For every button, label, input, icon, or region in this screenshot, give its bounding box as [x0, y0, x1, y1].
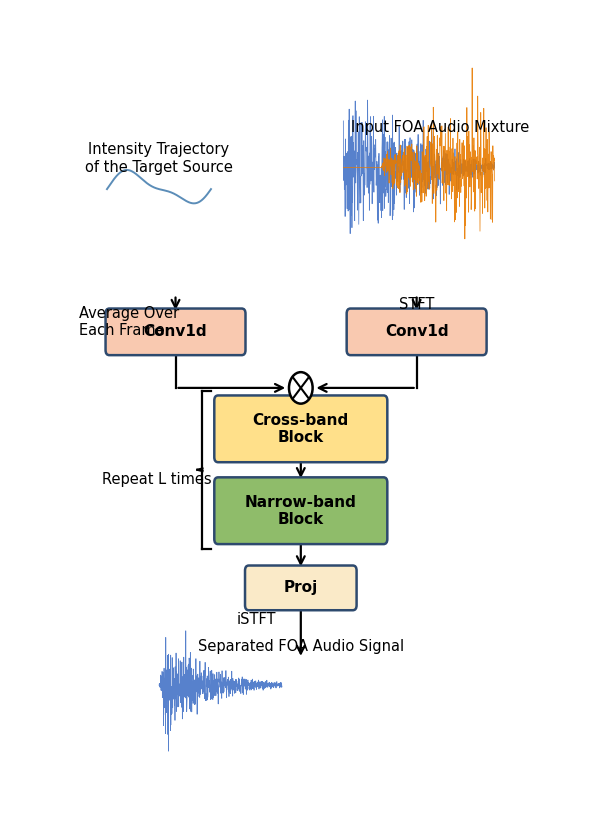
- Text: Intensity Trajectory
of the Target Source: Intensity Trajectory of the Target Sourc…: [85, 142, 233, 175]
- Text: Proj: Proj: [284, 581, 318, 596]
- Text: Separated FOA Audio Signal: Separated FOA Audio Signal: [198, 639, 404, 654]
- Text: Narrow-band
Block: Narrow-band Block: [245, 495, 357, 527]
- FancyBboxPatch shape: [245, 565, 357, 610]
- Text: Input FOA Audio Mixture: Input FOA Audio Mixture: [351, 120, 529, 135]
- Text: Conv1d: Conv1d: [385, 325, 448, 339]
- Circle shape: [289, 372, 312, 403]
- Text: Average Over
Each Frame: Average Over Each Frame: [79, 306, 179, 338]
- Text: Cross-band
Block: Cross-band Block: [253, 412, 349, 445]
- Text: STFT: STFT: [399, 297, 434, 312]
- FancyBboxPatch shape: [214, 395, 387, 462]
- FancyBboxPatch shape: [106, 308, 245, 355]
- FancyBboxPatch shape: [214, 478, 387, 544]
- Text: Repeat L times: Repeat L times: [102, 472, 212, 487]
- Text: Conv1d: Conv1d: [144, 325, 207, 339]
- Text: iSTFT: iSTFT: [237, 612, 276, 627]
- FancyBboxPatch shape: [346, 308, 487, 355]
